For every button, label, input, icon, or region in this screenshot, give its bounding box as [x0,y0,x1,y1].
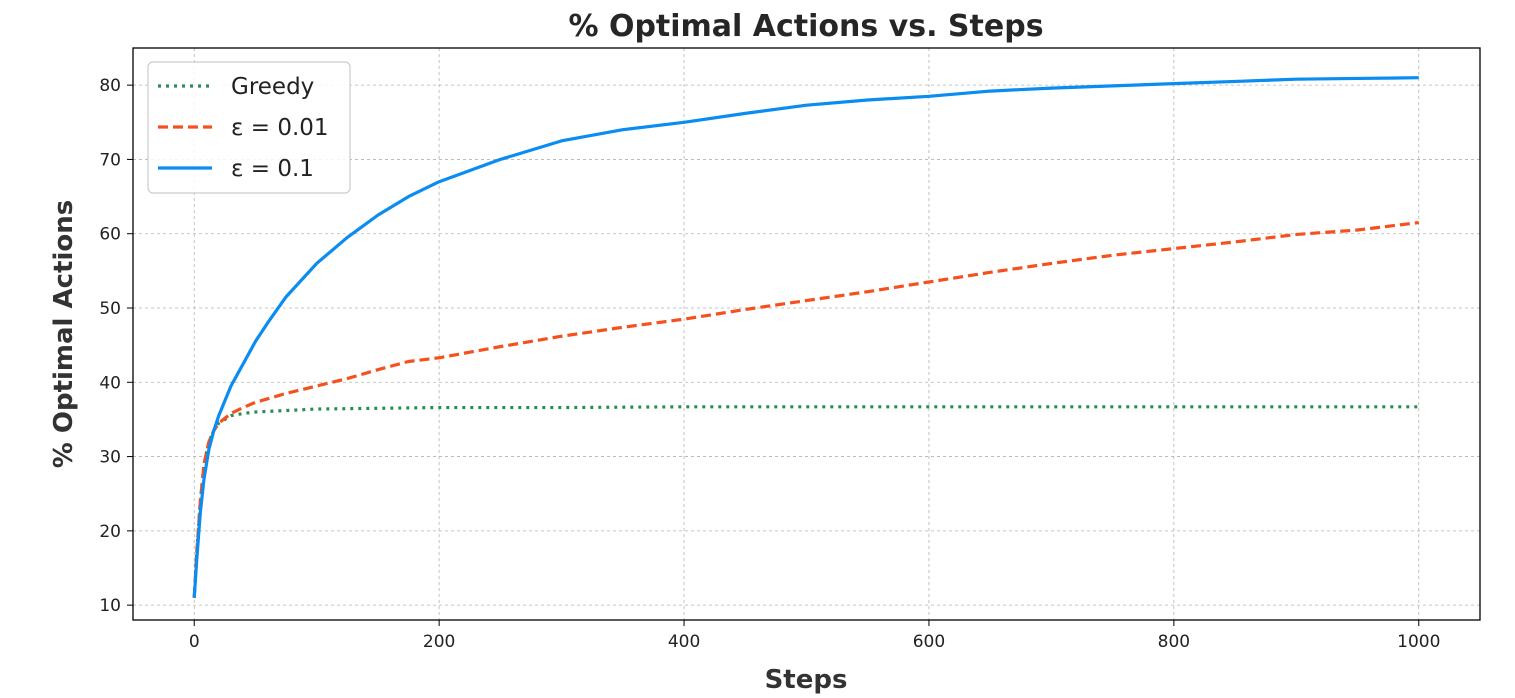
y-tick-label: 40 [99,373,121,393]
chart-title: % Optimal Actions vs. Steps [568,9,1043,44]
x-tick-label: 600 [913,632,945,652]
y-axis-label: % Optimal Actions [49,200,79,468]
y-tick-label: 20 [99,522,121,542]
y-axis-ticks: 10 20 30 40 50 60 70 80 [99,76,133,616]
legend: Greedy ε = 0.01 ε = 0.1 [147,61,351,194]
x-axis-label: Steps [765,665,848,695]
plot-frame [132,47,1481,621]
legend-label: ε = 0.1 [231,156,314,182]
series-layer [192,76,1419,598]
x-axis-ticks: 0 200 400 600 800 1000 [189,620,1440,652]
legend-box [147,61,351,194]
legend-label: ε = 0.01 [231,115,329,141]
x-tick-label: 800 [1158,632,1190,652]
x-tick-label: 200 [423,632,455,652]
legend-label: Greedy [231,74,314,100]
y-tick-label: 60 [99,225,121,245]
y-tick-label: 80 [99,76,121,96]
grid-lines [133,48,1480,620]
series-line-0 [192,405,1419,598]
x-tick-label: 0 [189,632,200,652]
y-tick-label: 10 [99,596,121,616]
x-tick-label: 1000 [1397,632,1440,652]
x-tick-label: 400 [668,632,700,652]
y-tick-label: 30 [99,448,121,468]
y-tick-label: 50 [99,299,121,319]
y-tick-label: 70 [99,150,121,170]
series-line-2 [192,76,1419,598]
